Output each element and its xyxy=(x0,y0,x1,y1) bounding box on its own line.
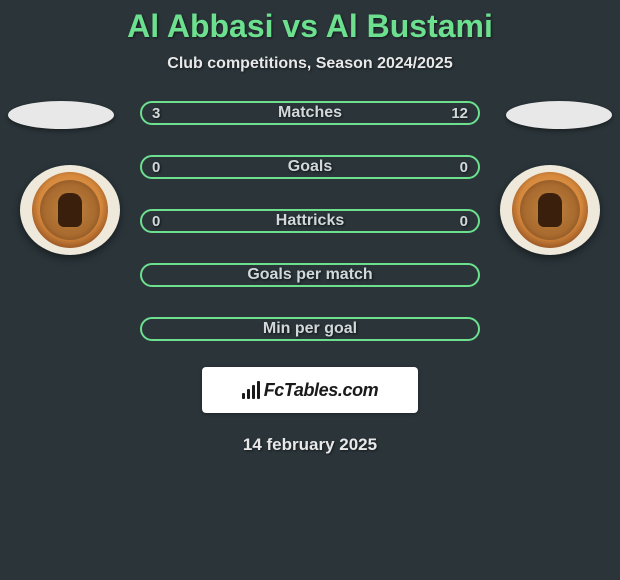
stat-left-goals: 0 xyxy=(152,159,160,176)
club-badge-right xyxy=(500,165,600,255)
stat-label-goals: Goals xyxy=(288,158,332,176)
stat-label-matches: Matches xyxy=(278,104,342,122)
stat-label-mpg: Min per goal xyxy=(263,320,357,338)
subtitle: Club competitions, Season 2024/2025 xyxy=(0,55,620,73)
stat-right-goals: 0 xyxy=(460,159,468,176)
stat-row-goals: 0 Goals 0 xyxy=(140,155,480,179)
stat-row-hattricks: 0 Hattricks 0 xyxy=(140,209,480,233)
stat-left-matches: 3 xyxy=(152,105,160,122)
comparison-date: 14 february 2025 xyxy=(0,435,620,455)
player-oval-left xyxy=(8,101,114,129)
stat-right-matches: 12 xyxy=(451,105,468,122)
stat-row-mpg: Min per goal xyxy=(140,317,480,341)
stat-label-gpm: Goals per match xyxy=(247,266,372,284)
page-title: Al Abbasi vs Al Bustami xyxy=(0,0,620,45)
stat-left-hattricks: 0 xyxy=(152,213,160,230)
club-badge-left xyxy=(20,165,120,255)
player-oval-right xyxy=(506,101,612,129)
comparison-panel: 3 Matches 12 0 Goals 0 0 Hattricks 0 Goa… xyxy=(0,101,620,455)
club-badge-left-inner xyxy=(32,172,108,248)
bar-chart-icon xyxy=(242,381,260,399)
attribution-logo: FcTables.com xyxy=(202,367,418,413)
stat-right-hattricks: 0 xyxy=(460,213,468,230)
club-badge-right-inner xyxy=(512,172,588,248)
attribution-text: FcTables.com xyxy=(264,380,379,401)
stat-row-matches: 3 Matches 12 xyxy=(140,101,480,125)
stat-label-hattricks: Hattricks xyxy=(276,212,344,230)
stat-row-gpm: Goals per match xyxy=(140,263,480,287)
